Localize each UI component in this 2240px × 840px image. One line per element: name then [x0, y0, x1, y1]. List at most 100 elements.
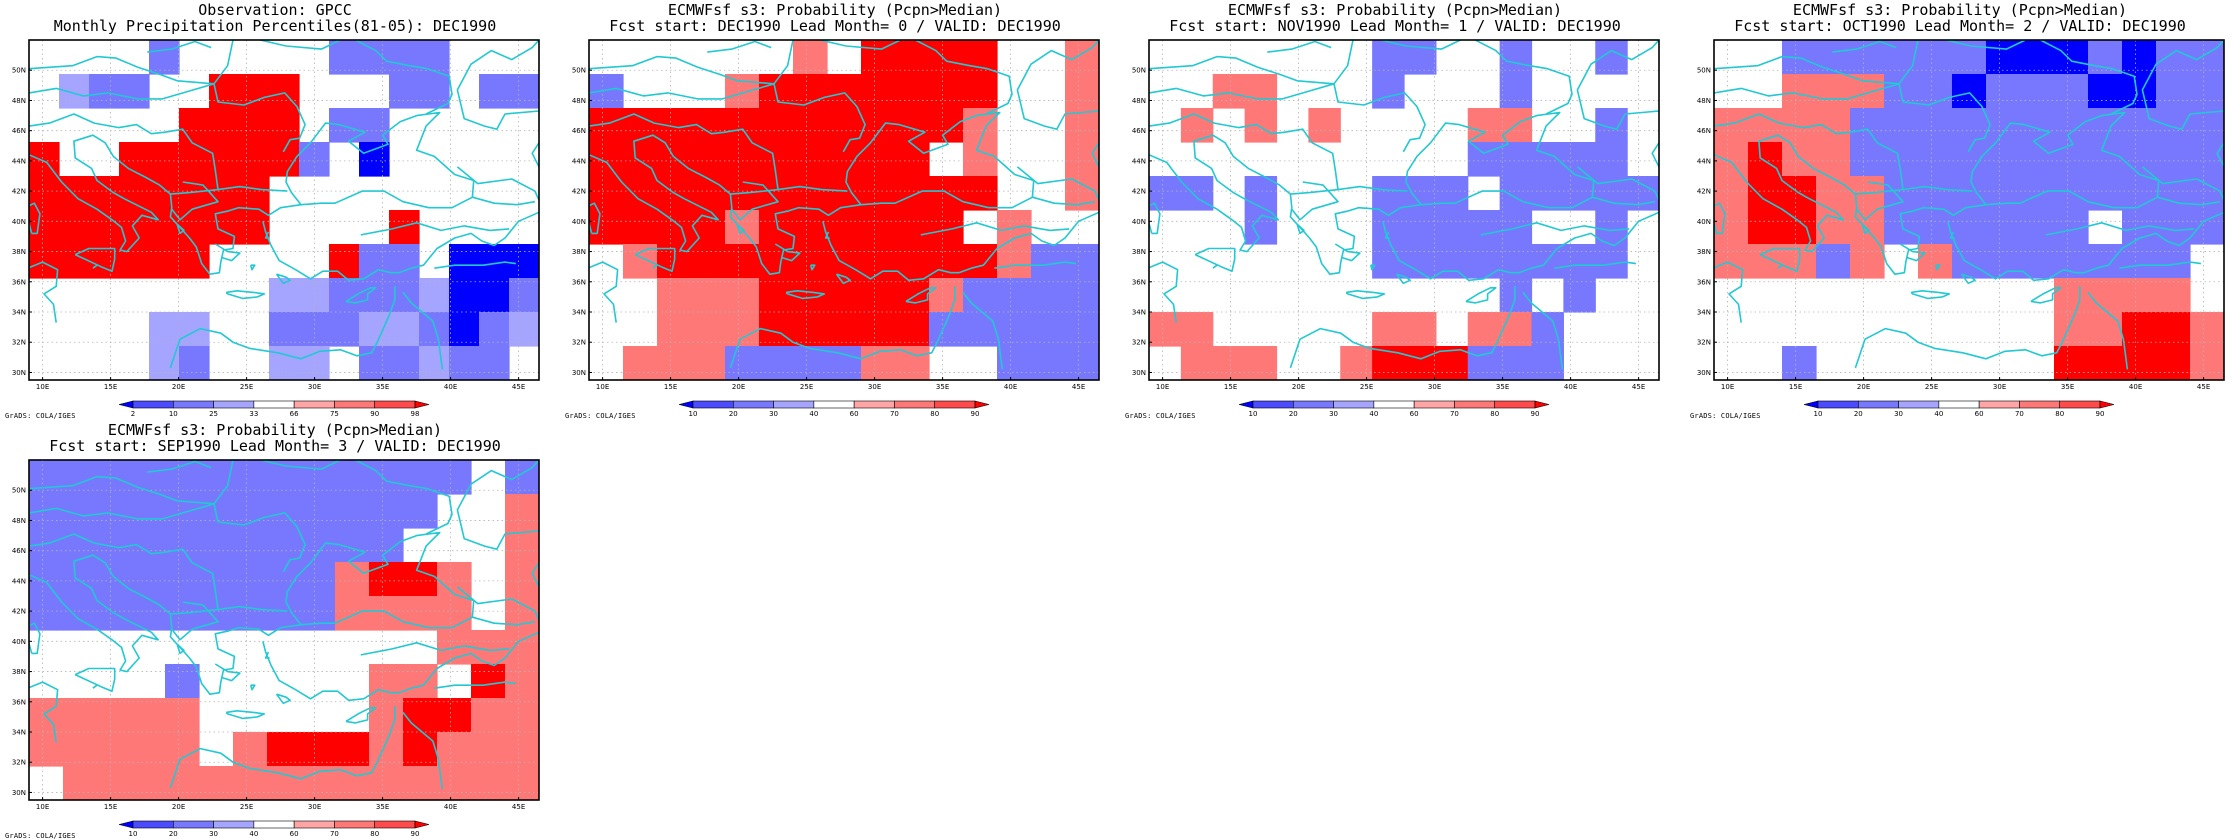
- grid-cell: [861, 278, 896, 313]
- coastline: [29, 113, 219, 195]
- coastline: [1032, 196, 1096, 206]
- grid-cell: [119, 74, 150, 109]
- grid-cell: [1986, 176, 2021, 211]
- grid-cell: [2088, 74, 2123, 109]
- grid-cell: [1986, 142, 2021, 177]
- grid-cell: [1031, 244, 1066, 279]
- grid-cell: [1031, 312, 1066, 347]
- coastline: [1714, 261, 1744, 323]
- coastline: [74, 247, 116, 272]
- grid-cell: [1372, 312, 1405, 347]
- grid-cell: [1595, 142, 1628, 177]
- color-bar-label: 60: [1410, 410, 1419, 418]
- grid-cell: [1212, 74, 1246, 109]
- grid-cell: [827, 312, 862, 347]
- coastline: [1149, 113, 1339, 195]
- coastline: [2087, 291, 2129, 370]
- panel-title: ECMWFsf s3: Probability (Pcpn>Median): [107, 421, 443, 439]
- grid-cell: [505, 494, 539, 529]
- color-bar-label: 25: [209, 410, 218, 418]
- coastline: [2141, 40, 2224, 130]
- grid-cell: [369, 698, 404, 733]
- grid-cell: [2020, 176, 2055, 211]
- grads-credit: GrADS: COLA/IGES: [5, 412, 76, 420]
- coastline: [589, 261, 619, 323]
- coastline: [729, 286, 956, 369]
- grid-cell: [29, 460, 64, 495]
- coastline: [262, 631, 539, 702]
- lat-tick-label: 38N: [572, 248, 586, 256]
- grid-cell: [2088, 176, 2123, 211]
- coastline: [1267, 40, 1332, 53]
- coastline: [1651, 142, 1659, 168]
- grid-cell: [403, 596, 438, 631]
- lon-tick-label: 40E: [444, 803, 457, 811]
- grid-cell: [2020, 142, 2055, 177]
- grid-cell: [1918, 40, 1953, 75]
- coastline: [92, 264, 98, 269]
- grid-cell: [1563, 142, 1596, 177]
- grid-cell: [691, 142, 726, 177]
- grid-cell: [335, 562, 370, 597]
- coastline: [1345, 290, 1386, 300]
- grid-cell: [63, 596, 98, 631]
- color-bar: [1238, 400, 1550, 409]
- coastline: [213, 460, 306, 573]
- grid-cell: [437, 460, 472, 495]
- grid-cell: [267, 732, 302, 767]
- grid-cell: [1467, 108, 1501, 143]
- grid-cell: [505, 562, 539, 597]
- color-bar-segment: [732, 400, 774, 409]
- grid-cell: [1404, 210, 1437, 245]
- grid-cell: [369, 460, 404, 495]
- coastline: [824, 231, 830, 239]
- grid-cell: [1467, 312, 1501, 347]
- grid-cell: [1065, 312, 1099, 347]
- grid-cell: [359, 40, 390, 75]
- grid-cell: [369, 562, 404, 597]
- grid-cell: [471, 732, 506, 767]
- coastline: [29, 533, 219, 615]
- coastline: [345, 707, 377, 724]
- grid-cell: [895, 346, 930, 380]
- grid-cell: [1884, 108, 1919, 143]
- grid-cell: [2054, 108, 2089, 143]
- lat-tick-label: 36N: [12, 698, 26, 706]
- coastline: [29, 83, 215, 100]
- coastline: [29, 202, 41, 235]
- grid-cell: [895, 312, 930, 347]
- grid-cell: [239, 176, 270, 211]
- grid-cell: [691, 312, 726, 347]
- grid-cell: [759, 108, 794, 143]
- lon-tick-label: 35E: [2061, 383, 2074, 391]
- grid-cell: [1065, 142, 1099, 177]
- coastline: [1291, 181, 1339, 221]
- coastline: [169, 286, 396, 369]
- color-bar-segment: [293, 400, 335, 409]
- coastline: [652, 264, 658, 269]
- lat-tick-label: 34N: [12, 729, 26, 737]
- grid-cell: [149, 40, 180, 75]
- grid-cell: [233, 562, 268, 597]
- grid-cell: [233, 596, 268, 631]
- grid-cell: [1627, 176, 1659, 211]
- grid-cell: [389, 74, 420, 109]
- coastline: [1759, 247, 1801, 272]
- plot-frame: [28, 39, 540, 381]
- grid-cell: [2020, 74, 2055, 109]
- grid-cell: [63, 732, 98, 767]
- coastline: [1522, 291, 1564, 370]
- grid-cell: [437, 596, 472, 631]
- lat-tick-label: 46N: [1132, 127, 1146, 135]
- lat-tick-label: 36N: [1697, 278, 1711, 286]
- coastline: [1714, 111, 2160, 275]
- precip-map: 10E 15E 20E 25E 30E 35E 40E 45E 30N 32N 34N 36N 38N 4…: [1697, 39, 2225, 418]
- grid-cell: [1816, 244, 1851, 279]
- grid-cell: [359, 278, 390, 313]
- grid-cell: [2122, 40, 2157, 75]
- grid-cell: [335, 596, 370, 631]
- grid-cell: [1748, 244, 1783, 279]
- lat-tick-label: 50N: [12, 487, 26, 495]
- lat-tick-label: 44N: [1132, 157, 1146, 165]
- grid-cell: [2190, 312, 2224, 347]
